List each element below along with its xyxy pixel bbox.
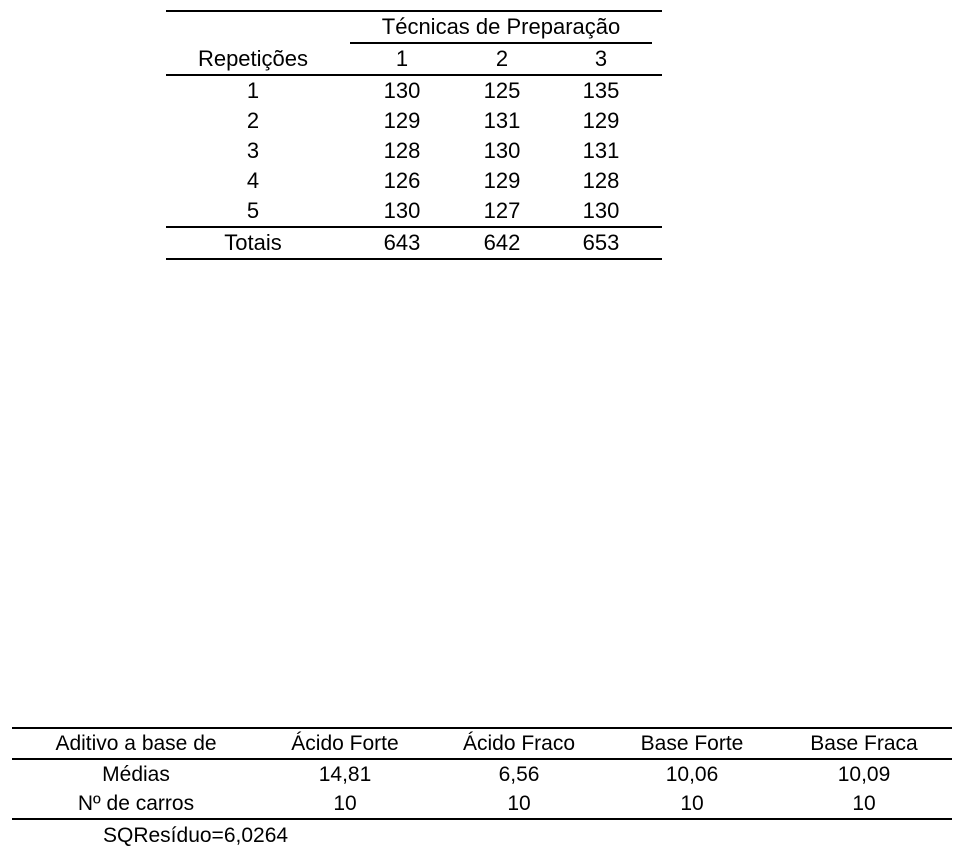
- table1-totals-label: Totais: [166, 226, 340, 260]
- table2-header-cell: Base Fraca: [776, 727, 952, 760]
- table1-cell: 135: [582, 78, 620, 103]
- preparation-techniques-table: Técnicas de Preparação Repetições 1 2 3 …: [166, 10, 662, 260]
- table2-row: Nº de carros 10 10 10 10: [12, 789, 952, 820]
- table1-column-header: 2: [454, 43, 550, 76]
- table1-row: 2 129 131 129: [166, 106, 662, 136]
- table2-row-label: Nº de carros: [12, 789, 260, 820]
- table2-cell: 10,06: [665, 763, 719, 786]
- table1-cell: 131: [582, 138, 620, 163]
- table1-cell: 130: [383, 198, 421, 223]
- table1-row-label: 2: [246, 108, 260, 133]
- table1-row: 3 128 130 131: [166, 136, 662, 166]
- table1-total-cell: 643: [350, 226, 454, 260]
- table1-row: 5 130 127 130: [166, 196, 662, 227]
- table1-cell: 129: [383, 108, 421, 133]
- table1-cell: 125: [483, 78, 521, 103]
- table1-cell: 129: [483, 168, 521, 193]
- table1-totals-row: Totais 643 642 653: [166, 226, 662, 260]
- table2-cell: 10: [608, 789, 776, 820]
- table1-row-label: 1: [246, 78, 260, 103]
- table2-header-row: Aditivo a base de Ácido Forte Ácido Frac…: [12, 727, 952, 760]
- table1-row: 1 130 125 135: [166, 75, 662, 106]
- table1-total-cell: 642: [454, 226, 550, 260]
- table1-row-header: Repetições: [166, 43, 340, 76]
- table1-total-cell: 653: [550, 226, 652, 260]
- table1-cell: 130: [582, 198, 620, 223]
- table2-header-cell: Ácido Fraco: [430, 727, 608, 760]
- table2-cell: 10,09: [837, 763, 891, 786]
- table2-header-cell: Base Forte: [608, 727, 776, 760]
- table1-row-label: 5: [246, 198, 260, 223]
- table1-row: 4 126 129 128: [166, 166, 662, 196]
- table2-row: Médias 14,81 6,56 10,06 10,09: [12, 759, 952, 789]
- table1-group-header: Técnicas de Preparação: [350, 10, 652, 44]
- table1-cell: 130: [483, 138, 521, 163]
- table1-cell: 128: [582, 168, 620, 193]
- table2-header-cell: Ácido Forte: [260, 727, 430, 760]
- table1-cell: 131: [483, 108, 521, 133]
- table1-column-header: 1: [350, 43, 454, 76]
- table2-cell: 6,56: [498, 763, 540, 786]
- table2-cell: 10: [260, 789, 430, 820]
- table2-cell: 10: [776, 789, 952, 820]
- table1-group-header-row: Técnicas de Preparação: [166, 10, 662, 44]
- table1-cell: 129: [582, 108, 620, 133]
- table1-column-header-row: Repetições 1 2 3: [166, 43, 662, 76]
- residual-sum-of-squares-note: SQResíduo=6,0264: [103, 824, 289, 847]
- table2-header-cell: Aditivo a base de: [12, 727, 260, 760]
- table1-row-label: 4: [246, 168, 260, 193]
- table1-cell: 130: [383, 78, 421, 103]
- table1-row-label: 3: [246, 138, 260, 163]
- table2-cell: 10: [430, 789, 608, 820]
- table1-column-header: 3: [550, 43, 652, 76]
- table1-cell: 126: [383, 168, 421, 193]
- table2-cell: 14,81: [318, 763, 372, 786]
- additive-means-table: Aditivo a base de Ácido Forte Ácido Frac…: [12, 727, 952, 820]
- table2-row-label: Médias: [102, 763, 170, 786]
- table1-cell: 128: [383, 138, 421, 163]
- table1-cell: 127: [483, 198, 521, 223]
